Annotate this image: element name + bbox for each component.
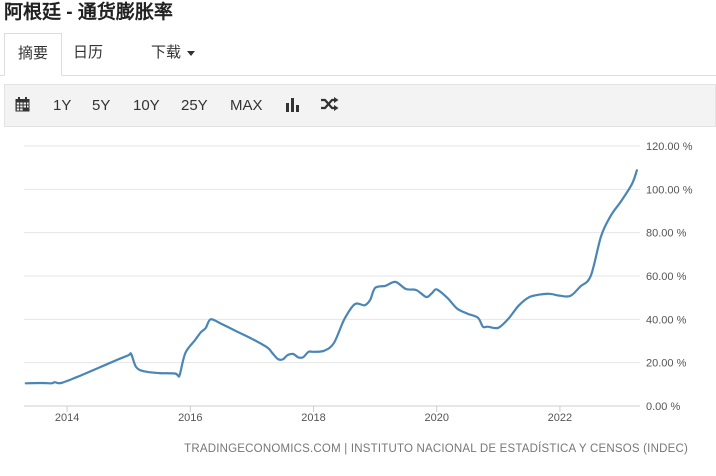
y-tick-label: 120.00 % [646, 141, 693, 153]
tab-bar: 摘要 日历 下载 [0, 33, 716, 76]
range-max-button[interactable]: MAX [230, 97, 263, 114]
tab-summary[interactable]: 摘要 [4, 33, 63, 76]
x-tick-label: 2014 [55, 412, 79, 424]
range-10y-button[interactable]: 10Y [133, 97, 160, 114]
x-tick-label: 2022 [548, 412, 572, 424]
chevron-down-icon [187, 50, 196, 56]
range-25y-button[interactable]: 25Y [181, 97, 208, 114]
tab-download-label: 下载 [151, 44, 182, 61]
source-credit: TRADINGECONOMICS.COM | INSTITUTO NACIONA… [184, 443, 688, 455]
x-tick-label: 2020 [424, 412, 448, 424]
x-tick-label: 2016 [178, 412, 202, 424]
y-tick-label: 0.00 % [646, 401, 680, 413]
tab-calendar-label: 日历 [73, 44, 104, 61]
calendar-icon[interactable] [15, 97, 30, 117]
series-line [24, 169, 638, 385]
tab-summary-label: 摘要 [18, 45, 49, 62]
tab-calendar[interactable]: 日历 [60, 33, 116, 75]
x-tick-label: 2018 [301, 412, 325, 424]
inflation-line-chart: 0.00 % 20.00 % 40.00 % 60.00 % 80.00 % 100.00… [24, 141, 693, 424]
y-tick-label: 100.00 % [646, 184, 693, 196]
shuffle-icon[interactable] [321, 97, 339, 116]
chart-toolbar: 1Y 5Y 10Y 25Y MAX [4, 84, 716, 127]
y-tick-label: 80.00 % [646, 228, 687, 240]
range-1y-button[interactable]: 1Y [53, 97, 72, 114]
y-tick-label: 60.00 % [646, 271, 687, 283]
chart-area: 0.00 % 20.00 % 40.00 % 60.00 % 80.00 % 100.00… [0, 130, 716, 471]
range-5y-button[interactable]: 5Y [92, 97, 111, 114]
page-title: 阿根廷 - 通货膨胀率 [4, 2, 173, 23]
bar-chart-icon[interactable] [286, 98, 300, 117]
tab-download[interactable]: 下载 [138, 33, 208, 75]
y-tick-label: 40.00 % [646, 314, 687, 326]
y-tick-label: 20.00 % [646, 358, 687, 370]
